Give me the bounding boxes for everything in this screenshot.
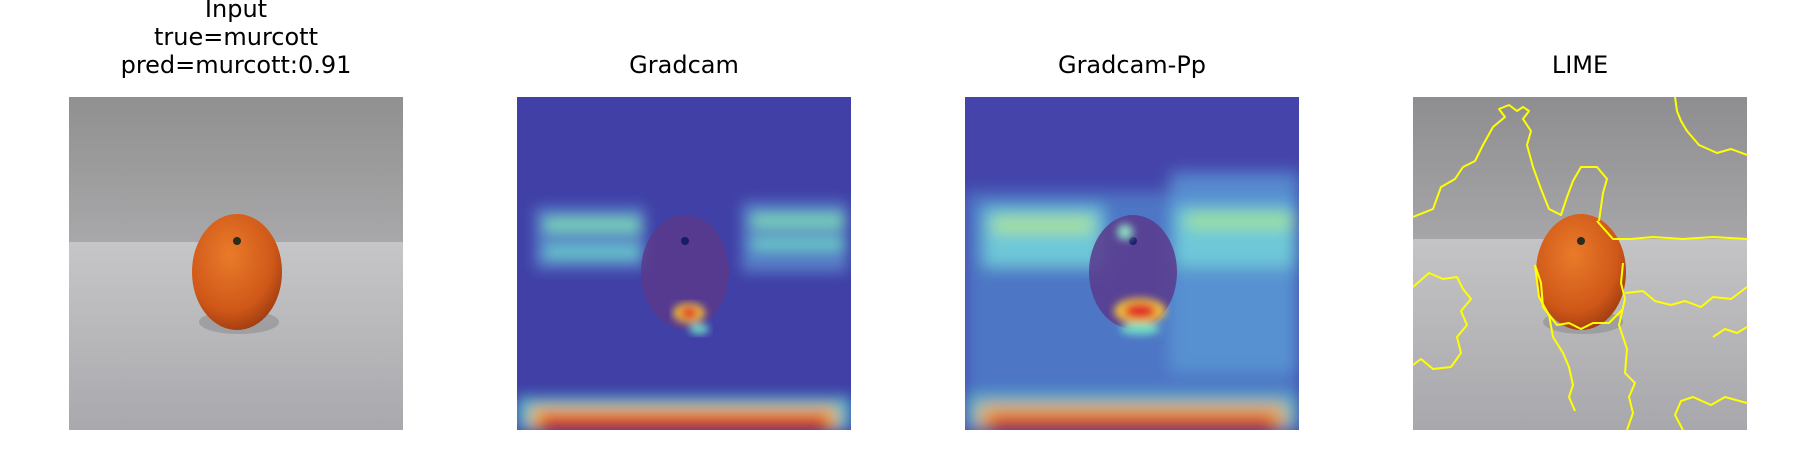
panel-gradcam: Gradcam — [517, 0, 851, 430]
panel-title: Gradcam-Pp — [905, 51, 1359, 79]
lime-superpixels — [1413, 97, 1747, 430]
panel-gradcam-pp: Gradcam-Pp — [965, 0, 1299, 430]
title-line: Gradcam — [629, 51, 739, 79]
title-line: LIME — [1551, 51, 1609, 79]
panel-lime: LIME — [1413, 0, 1747, 430]
gradcam-heatmap — [517, 97, 851, 430]
orange-photo — [69, 97, 403, 430]
panel-title: Input true=murcott pred=murcott:0.91 — [9, 0, 463, 79]
lime-image — [1413, 97, 1747, 430]
panel-title: LIME — [1353, 51, 1800, 79]
panel-input: Input true=murcott pred=murcott:0.91 — [69, 0, 403, 430]
panel-title: Gradcam — [457, 51, 911, 79]
gradcam-image — [517, 97, 851, 430]
gradcam-pp-image — [965, 97, 1299, 430]
gradcam-pp-heatmap — [965, 97, 1299, 430]
title-line: pred=murcott:0.91 — [120, 51, 352, 79]
title-line: Input — [204, 0, 268, 23]
title-line: true=murcott — [154, 23, 318, 51]
title-line: Gradcam-Pp — [1057, 51, 1207, 79]
input-image — [69, 97, 403, 430]
